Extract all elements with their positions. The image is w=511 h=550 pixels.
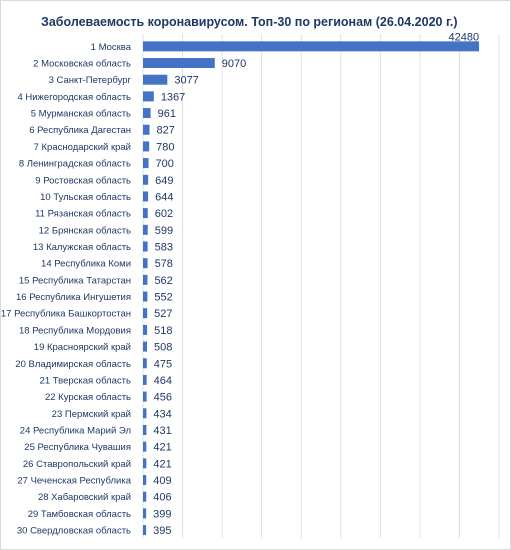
value-label: 518 <box>154 325 172 337</box>
category-label: 21 Тверская область <box>40 375 132 386</box>
value-label: 583 <box>155 242 173 254</box>
bar <box>143 441 147 452</box>
value-label: 431 <box>153 425 171 437</box>
value-label: 827 <box>157 125 175 137</box>
category-label: 19 Красноярский край <box>34 342 131 353</box>
category-label: 24 Республика Марий Эл <box>20 425 131 436</box>
value-label: 508 <box>154 342 172 354</box>
category-label: 20 Владимирская область <box>15 359 131 370</box>
category-label: 25 Республика Чувашия <box>24 442 131 453</box>
value-label: 599 <box>155 225 173 237</box>
bar <box>143 341 148 352</box>
value-label: 1367 <box>161 91 185 103</box>
bar <box>143 308 148 319</box>
bar <box>143 491 147 502</box>
value-label: 406 <box>153 492 171 504</box>
value-label: 42480 <box>448 31 479 43</box>
category-label: 3 Санкт-Петербург <box>49 75 132 86</box>
value-label: 3077 <box>174 75 198 87</box>
value-label: 409 <box>153 475 171 487</box>
value-label: 527 <box>154 308 172 320</box>
category-label: 8 Ленинградская область <box>19 159 131 170</box>
bar <box>143 124 150 135</box>
category-label: 1 Москва <box>91 42 132 53</box>
bar <box>143 91 154 102</box>
bar <box>143 475 147 486</box>
bar <box>143 274 148 285</box>
category-label: 5 Мурманская область <box>31 109 131 120</box>
bar <box>143 391 147 402</box>
value-label: 456 <box>154 392 172 404</box>
category-label: 4 Нижегородская область <box>17 92 131 103</box>
bar <box>143 324 148 335</box>
bar <box>143 408 147 419</box>
bar <box>143 41 480 52</box>
value-label: 644 <box>155 191 173 203</box>
category-label: 11 Рязанская область <box>35 209 131 220</box>
value-label: 562 <box>154 275 172 287</box>
value-label: 700 <box>156 158 174 170</box>
bar <box>143 241 148 252</box>
bar <box>143 291 148 302</box>
bar <box>143 358 147 369</box>
category-label: 6 Республика Дагестан <box>29 125 131 136</box>
bar <box>143 174 149 185</box>
bar <box>143 458 147 469</box>
bar <box>143 141 150 152</box>
bar <box>143 58 215 69</box>
value-label: 475 <box>154 358 172 370</box>
bar <box>143 508 147 519</box>
category-label: 26 Ставропольский край <box>23 459 131 470</box>
bar <box>143 74 168 85</box>
value-label: 395 <box>153 525 171 537</box>
category-label: 30 Свердловская область <box>17 526 131 537</box>
category-label: 14 Республика Коми <box>41 259 131 270</box>
value-label: 552 <box>154 292 172 304</box>
category-label: 10 Тульская область <box>40 192 131 203</box>
value-label: 649 <box>155 175 173 187</box>
bar <box>143 158 149 169</box>
value-label: 578 <box>155 258 173 270</box>
value-label: 421 <box>153 442 171 454</box>
category-label: 17 Республика Башкортостан <box>1 309 131 320</box>
bar <box>143 224 148 235</box>
value-label: 9070 <box>222 58 246 70</box>
category-label: 7 Краснодарский край <box>34 142 131 153</box>
category-label: 22 Курская область <box>45 392 131 403</box>
bar <box>143 258 148 269</box>
bar <box>143 374 147 385</box>
value-label: 780 <box>156 141 174 153</box>
value-label: 434 <box>153 408 171 420</box>
category-label: 15 Республика Татарстан <box>19 275 131 286</box>
category-label: 2 Московская область <box>33 59 131 70</box>
category-label: 12 Брянская область <box>39 225 131 236</box>
bar <box>143 424 147 435</box>
category-label: 29 Тамбовская область <box>28 509 131 520</box>
category-label: 18 Республика Мордовия <box>19 325 131 336</box>
category-label: 9 Ростовская область <box>35 175 131 186</box>
bar <box>143 525 147 536</box>
value-label: 961 <box>158 108 176 120</box>
value-label: 399 <box>153 508 171 520</box>
value-label: 421 <box>153 458 171 470</box>
category-label: 13 Калужская область <box>33 242 131 253</box>
bar <box>143 208 148 219</box>
category-label: 27 Чеченская Республика <box>17 476 131 487</box>
bar <box>143 191 149 202</box>
category-label: 28 Хабаровский край <box>38 492 131 503</box>
category-label: 23 Пермский край <box>52 409 131 420</box>
chart-title: Заболеваемость коронавирусом. Топ-30 по … <box>41 15 458 29</box>
value-label: 464 <box>154 375 172 387</box>
bar <box>143 108 151 119</box>
category-label: 16 Республика Ингушетия <box>16 292 131 303</box>
value-label: 602 <box>155 208 173 220</box>
